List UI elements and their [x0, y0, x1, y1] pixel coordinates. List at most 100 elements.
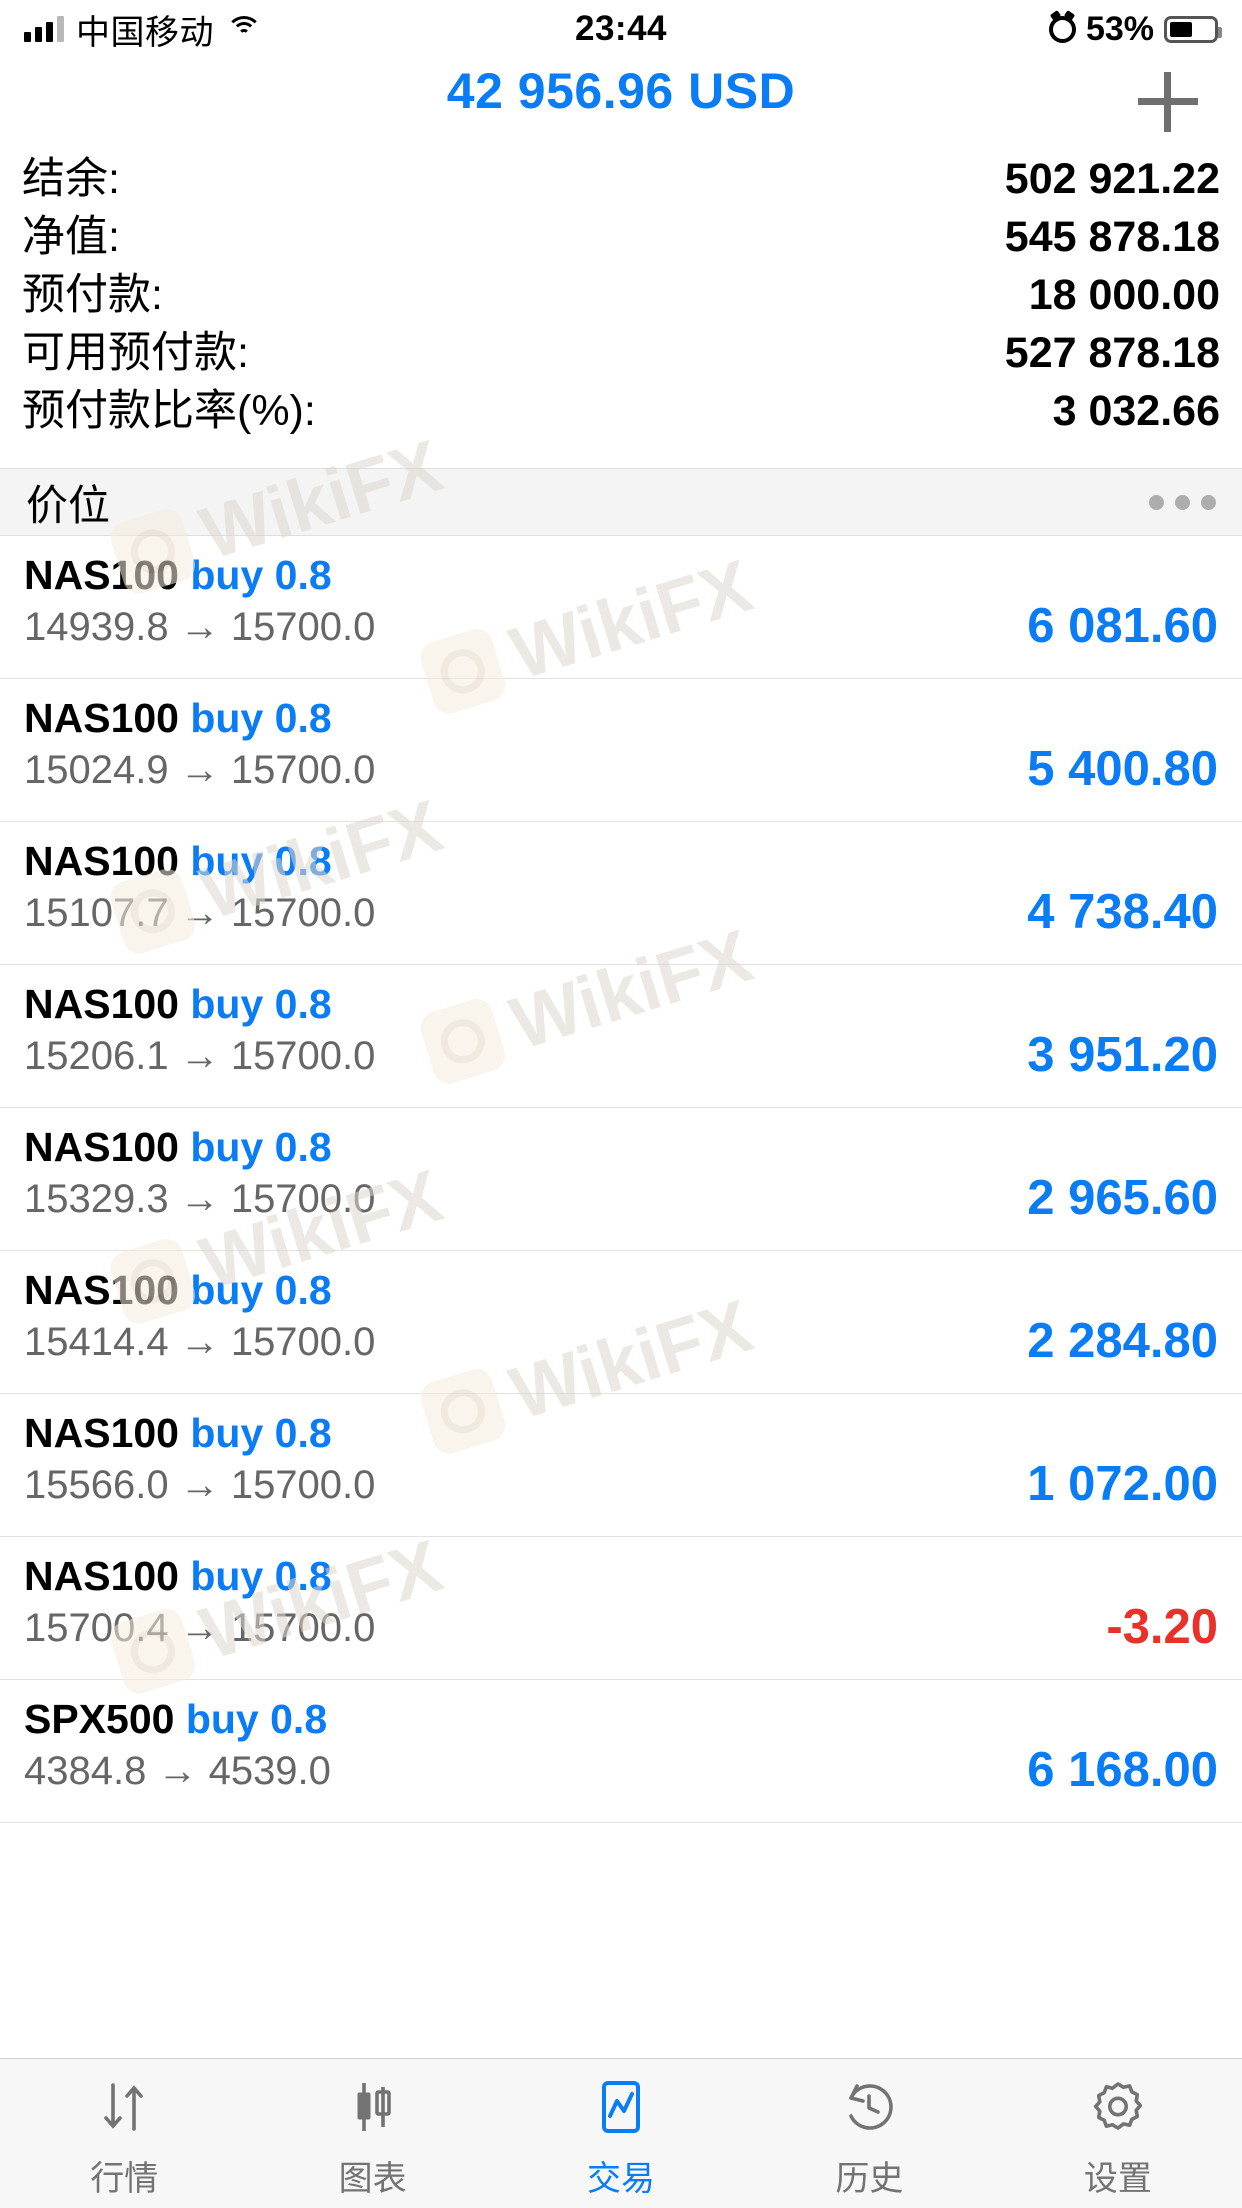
- positions-list[interactable]: NAS100 buy 0.8 14939.8 → 15700.0 6 081.60 N…: [0, 536, 1242, 2058]
- status-bar-clock: 23:44: [574, 9, 668, 48]
- position-side-volume: buy 0.8: [190, 1410, 332, 1456]
- tab-quotes[interactable]: 行情: [0, 2077, 248, 2200]
- position-symbol-line: NAS100 buy 0.8: [24, 981, 375, 1028]
- summary-label: 可用预付款:: [22, 329, 249, 377]
- candlestick-chart-icon: [343, 2077, 403, 2137]
- position-row[interactable]: NAS100 buy 0.8 15566.0 → 15700.0 1 072.00: [0, 1394, 1242, 1537]
- position-symbol-line: NAS100 buy 0.8: [24, 1553, 375, 1600]
- position-side-volume: buy 0.8: [190, 838, 332, 884]
- account-header: 42 956.96 USD: [0, 58, 1242, 144]
- summary-value: 3 032.66: [1052, 387, 1220, 435]
- position-details: SPX500 buy 0.8 4384.8 → 4539.0: [24, 1696, 331, 1794]
- positions-section-header: 价位: [0, 468, 1242, 536]
- position-side-volume: buy 0.8: [190, 1267, 332, 1313]
- position-side-volume: buy 0.8: [190, 1124, 332, 1170]
- status-bar-left: 中国移动: [24, 5, 262, 54]
- position-row[interactable]: NAS100 buy 0.8 15700.4 → 15700.0 -3.20: [0, 1537, 1242, 1680]
- summary-row: 可用预付款: 527 878.18: [22, 318, 1220, 377]
- position-prices: 15329.3 → 15700.0: [24, 1177, 376, 1221]
- position-profit: 6 168.00: [1027, 1743, 1218, 1797]
- position-symbol-line: NAS100 buy 0.8: [24, 695, 375, 742]
- more-horizontal-icon[interactable]: [1149, 494, 1216, 510]
- position-symbol: NAS100: [24, 1267, 191, 1313]
- summary-row: 结余: 502 921.22: [22, 144, 1220, 203]
- position-details: NAS100 buy 0.8 15566.0 → 15700.0: [24, 1410, 375, 1508]
- position-symbol-line: NAS100 buy 0.8: [24, 1124, 375, 1171]
- position-side-volume: buy 0.8: [190, 552, 332, 598]
- summary-value: 502 921.22: [1004, 155, 1220, 203]
- position-profit: 1 072.00: [1027, 1457, 1218, 1511]
- position-prices: 4384.8 → 4539.0: [24, 1749, 331, 1793]
- position-row[interactable]: NAS100 buy 0.8 15414.4 → 15700.0 2 284.80: [0, 1251, 1242, 1394]
- summary-value: 18 000.00: [1028, 271, 1220, 319]
- position-details: NAS100 buy 0.8 15107.7 → 15700.0: [24, 838, 375, 936]
- position-symbol: NAS100: [24, 1410, 191, 1456]
- position-side-volume: buy 0.8: [185, 1696, 328, 1742]
- tab-charts[interactable]: 图表: [248, 2077, 496, 2200]
- position-prices: 15206.1 → 15700.0: [24, 1034, 376, 1078]
- status-bar-right: 53%: [1048, 9, 1222, 49]
- position-details: NAS100 buy 0.8 15329.3 → 15700.0: [24, 1124, 375, 1222]
- position-details: NAS100 buy 0.8 15024.9 → 15700.0: [24, 695, 375, 793]
- position-profit: 6 081.60: [1027, 599, 1218, 653]
- account-summary: 结余: 502 921.22 净值: 545 878.18 预付款: 18 00…: [0, 144, 1242, 435]
- summary-label: 结余:: [22, 155, 120, 203]
- trade-line-icon: [591, 2077, 651, 2137]
- bottom-tab-bar: 行情 图表: [0, 2058, 1242, 2208]
- position-prices: 15700.4 → 15700.0: [24, 1606, 376, 1650]
- position-details: NAS100 buy 0.8 15700.4 → 15700.0: [24, 1553, 375, 1651]
- quotes-arrows-icon: [94, 2077, 154, 2137]
- plus-icon[interactable]: [1138, 72, 1198, 132]
- cellular-signal-icon: [24, 16, 64, 42]
- battery-icon: [1164, 15, 1222, 43]
- battery-percent-label: 53%: [1085, 9, 1154, 48]
- position-symbol-line: SPX500 buy 0.8: [24, 1696, 331, 1743]
- position-symbol-line: NAS100 buy 0.8: [24, 552, 375, 599]
- position-symbol-line: NAS100 buy 0.8: [24, 838, 375, 885]
- tab-settings[interactable]: 设置: [994, 2077, 1242, 2200]
- position-symbol: NAS100: [24, 552, 191, 598]
- position-prices: 14939.8 → 15700.0: [24, 605, 376, 649]
- position-row[interactable]: NAS100 buy 0.8 14939.8 → 15700.0 6 081.60: [0, 536, 1242, 679]
- position-row[interactable]: SPX500 buy 0.8 4384.8 → 4539.0 6 168.00: [0, 1680, 1242, 1823]
- position-symbol: NAS100: [24, 695, 191, 741]
- tab-history[interactable]: 历史: [745, 2077, 993, 2200]
- tab-trade[interactable]: 交易: [497, 2077, 745, 2200]
- position-side-volume: buy 0.8: [190, 1553, 332, 1599]
- position-symbol: SPX500: [24, 1696, 186, 1742]
- carrier-label: 中国移动: [76, 13, 214, 52]
- position-details: NAS100 buy 0.8 15206.1 → 15700.0: [24, 981, 375, 1079]
- position-symbol: NAS100: [24, 981, 191, 1027]
- position-row[interactable]: NAS100 buy 0.8 15107.7 → 15700.0 4 738.40: [0, 822, 1242, 965]
- position-prices: 15024.9 → 15700.0: [24, 748, 376, 792]
- history-clock-icon: [839, 2077, 899, 2137]
- tab-label: 行情: [90, 2160, 159, 2198]
- position-prices: 15107.7 → 15700.0: [24, 891, 376, 935]
- position-prices: 15566.0 → 15700.0: [24, 1463, 376, 1507]
- position-symbol: NAS100: [24, 838, 191, 884]
- position-symbol: NAS100: [24, 1553, 191, 1599]
- summary-label: 预付款:: [22, 271, 163, 319]
- position-row[interactable]: NAS100 buy 0.8 15024.9 → 15700.0 5 400.80: [0, 679, 1242, 822]
- position-profit: 2 284.80: [1027, 1314, 1218, 1368]
- account-profit-title: 42 956.96 USD: [446, 63, 796, 119]
- position-symbol-line: NAS100 buy 0.8: [24, 1410, 375, 1457]
- section-title: 价位: [26, 481, 111, 529]
- position-profit: 5 400.80: [1027, 742, 1218, 796]
- position-row[interactable]: NAS100 buy 0.8 15206.1 → 15700.0 3 951.20: [0, 965, 1242, 1108]
- summary-row: 预付款: 18 000.00: [22, 260, 1220, 319]
- wifi-icon: [226, 15, 262, 43]
- position-profit: 4 738.40: [1027, 885, 1218, 939]
- position-row[interactable]: NAS100 buy 0.8 15329.3 → 15700.0 2 965.60: [0, 1108, 1242, 1251]
- summary-label: 预付款比率(%):: [22, 387, 316, 435]
- alarm-clock-icon: [1048, 15, 1076, 43]
- position-symbol-line: NAS100 buy 0.8: [24, 1267, 375, 1314]
- position-profit: 2 965.60: [1027, 1171, 1218, 1225]
- position-profit: -3.20: [1106, 1600, 1218, 1654]
- summary-row: 净值: 545 878.18: [22, 202, 1220, 261]
- position-details: NAS100 buy 0.8 15414.4 → 15700.0: [24, 1267, 375, 1365]
- position-profit: 3 951.20: [1027, 1028, 1218, 1082]
- status-bar: 中国移动 23:44 53%: [0, 0, 1242, 58]
- tab-label: 设置: [1083, 2160, 1152, 2198]
